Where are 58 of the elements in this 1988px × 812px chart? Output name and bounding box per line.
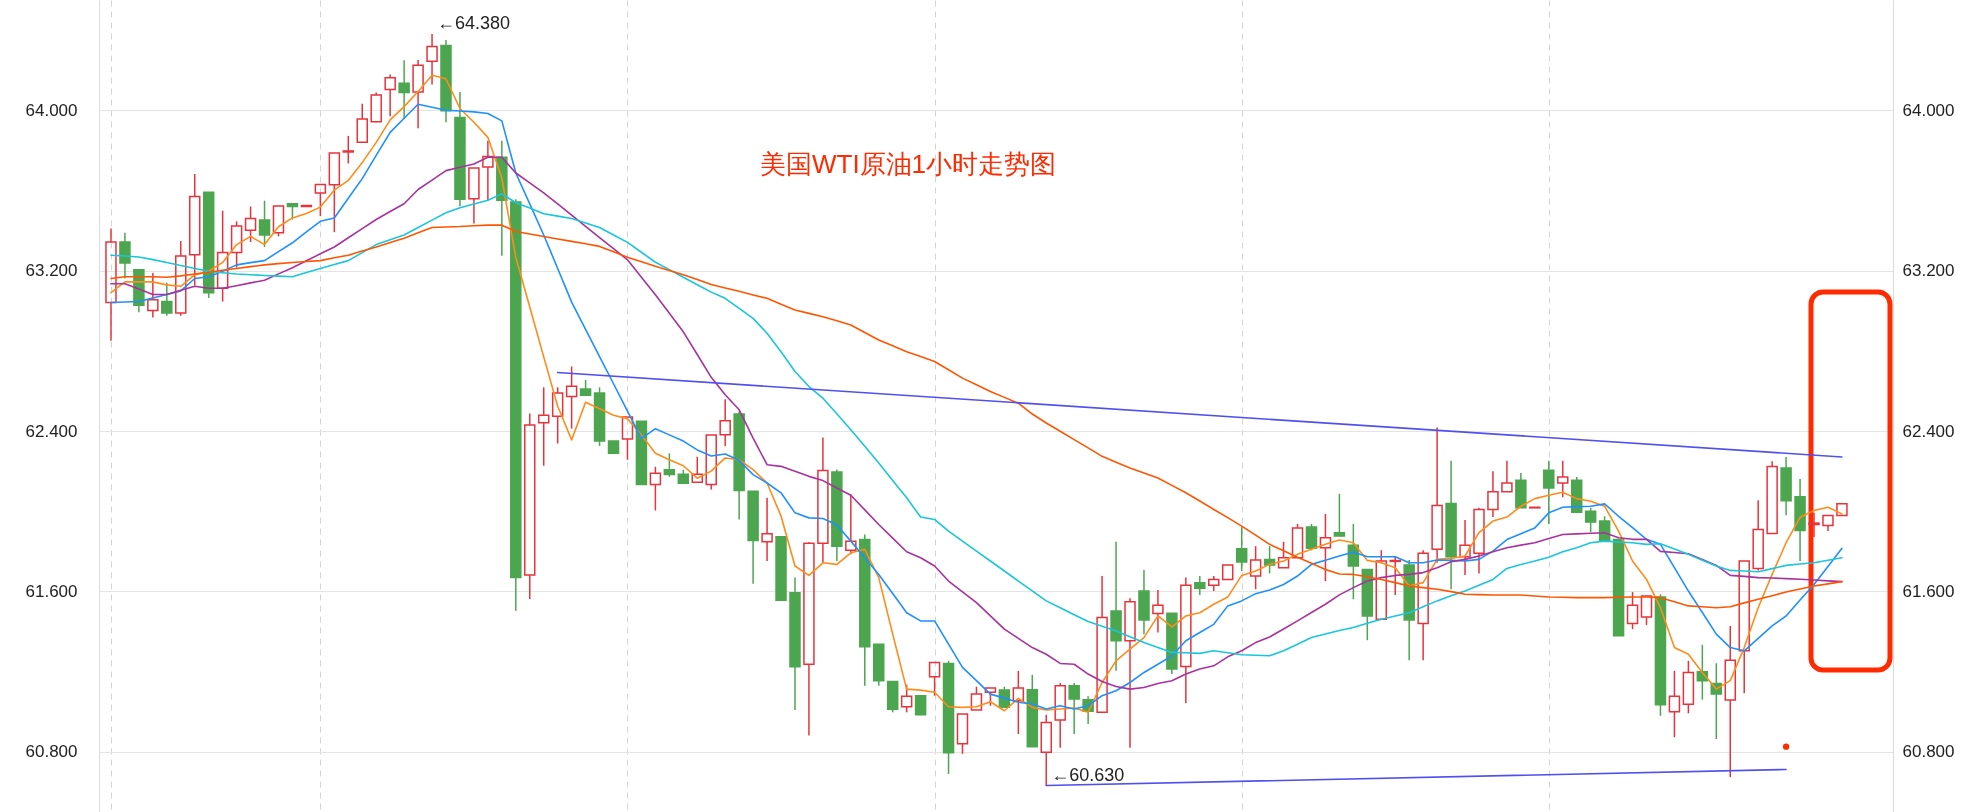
- text: 美国WTI原油1小时走势图: [759, 149, 1057, 179]
- candlestick: [1417, 549, 1429, 661]
- candlestick: [537, 386, 550, 467]
- candlestick: [1068, 682, 1080, 735]
- candlestick: [161, 281, 173, 317]
- candlestick: [398, 59, 410, 120]
- candlestick: [412, 59, 424, 130]
- candlestick: [188, 173, 201, 287]
- candlestick: [859, 533, 871, 687]
- y-tick-label: 63.200: [25, 261, 78, 281]
- candlestick: [454, 91, 466, 208]
- candlestick: [1780, 456, 1792, 517]
- candlestick: [119, 232, 131, 280]
- candlestick: [426, 33, 438, 86]
- candlestick: [1794, 478, 1806, 562]
- candlestick: [440, 39, 452, 124]
- candlestick: [1194, 575, 1206, 596]
- candlestick: [817, 436, 829, 564]
- candlestick: [105, 227, 117, 342]
- candlestick: [482, 140, 494, 202]
- y2-tick-label: 63.200: [1902, 261, 1955, 281]
- candlestick: [1110, 540, 1122, 672]
- y-tick-label: 60.800: [25, 742, 78, 762]
- candlestick: [1319, 513, 1332, 582]
- candlestick: [1543, 459, 1555, 525]
- annotation: ←64.380: [437, 13, 511, 34]
- candlestick: [1808, 512, 1820, 538]
- candlestick: [1445, 459, 1457, 590]
- candlestick: [1487, 470, 1499, 518]
- candlestick: [761, 497, 773, 562]
- candlestick: [1124, 597, 1136, 749]
- candlestick: [803, 542, 815, 737]
- y-tick-label: 62.400: [25, 421, 78, 441]
- candlestick: [1473, 507, 1485, 575]
- candlestick: [1668, 670, 1681, 738]
- y2-tick-label: 62.400: [1902, 421, 1955, 441]
- candlestick: [384, 73, 396, 118]
- y2-tick-label: 61.600: [1902, 581, 1955, 601]
- candlestick: [1431, 426, 1443, 564]
- annotation: ←60.630: [1051, 764, 1125, 785]
- candlestick: [1724, 625, 1737, 778]
- candlestick: [789, 576, 801, 711]
- candlestick: [719, 398, 731, 448]
- candlestick: [1054, 682, 1066, 749]
- candlestick: [1138, 569, 1150, 635]
- candlestick: [1152, 589, 1164, 634]
- candlestick: [1208, 575, 1220, 592]
- candlestick: [175, 240, 187, 317]
- candlestick: [510, 198, 522, 612]
- y2-tick-label: 60.800: [1902, 742, 1955, 762]
- y2-tick-label: 64.000: [1902, 100, 1955, 120]
- candlestick: [1459, 519, 1471, 576]
- y-tick-label: 64.000: [25, 100, 78, 120]
- candlestick: [1180, 576, 1192, 705]
- candlestick: [147, 272, 159, 319]
- candlestick: [524, 412, 536, 600]
- y-tick-label: 61.600: [25, 581, 78, 601]
- candlestick: [565, 365, 578, 430]
